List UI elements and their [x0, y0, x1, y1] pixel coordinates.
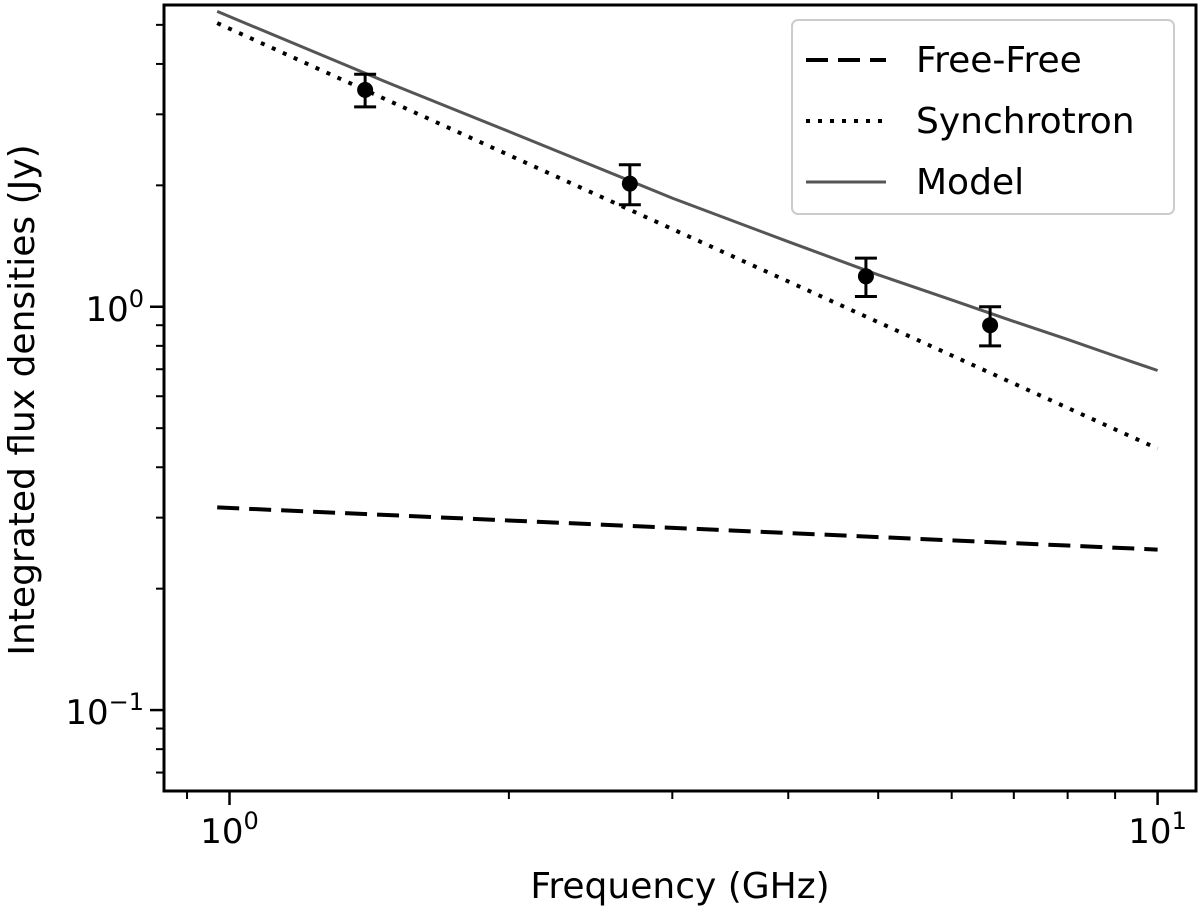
y-tick-label: 100 [85, 285, 144, 330]
y-tick-base: 10 [85, 290, 128, 330]
series-line-synchrotron [216, 21, 1159, 451]
y-tick-base: 10 [65, 693, 108, 733]
legend-label: Free-Free [916, 40, 1082, 81]
data-point [357, 81, 374, 98]
series-line-model [216, 10, 1159, 372]
x-tick-label: 100 [200, 807, 259, 852]
series-line-free-free [217, 505, 1158, 552]
x-tick-base: 10 [200, 812, 243, 852]
data-point [621, 175, 638, 192]
legend-label: Synchrotron [916, 101, 1135, 142]
legend-label: Model [916, 162, 1024, 203]
x-tick-exponent: 1 [1172, 807, 1187, 835]
x-axis-label: Frequency (GHz) [530, 866, 829, 907]
y-axis-label: Integrated flux densities (Jy) [2, 144, 43, 655]
x-tick-label: 101 [1128, 807, 1187, 852]
plot-content [216, 10, 1159, 552]
plot-frame [162, 3, 1198, 793]
y-tick-label: 10−1 [65, 688, 144, 733]
x-tick-exponent: 0 [243, 807, 258, 835]
data-point [982, 317, 999, 334]
legend: Free-Free Synchrotron Model [791, 19, 1175, 215]
data-point [857, 268, 874, 285]
y-tick-exponent: 0 [129, 285, 144, 313]
y-tick-exponent: −1 [109, 688, 144, 716]
legend-box [791, 19, 1175, 215]
x-tick-base: 10 [1128, 812, 1171, 852]
